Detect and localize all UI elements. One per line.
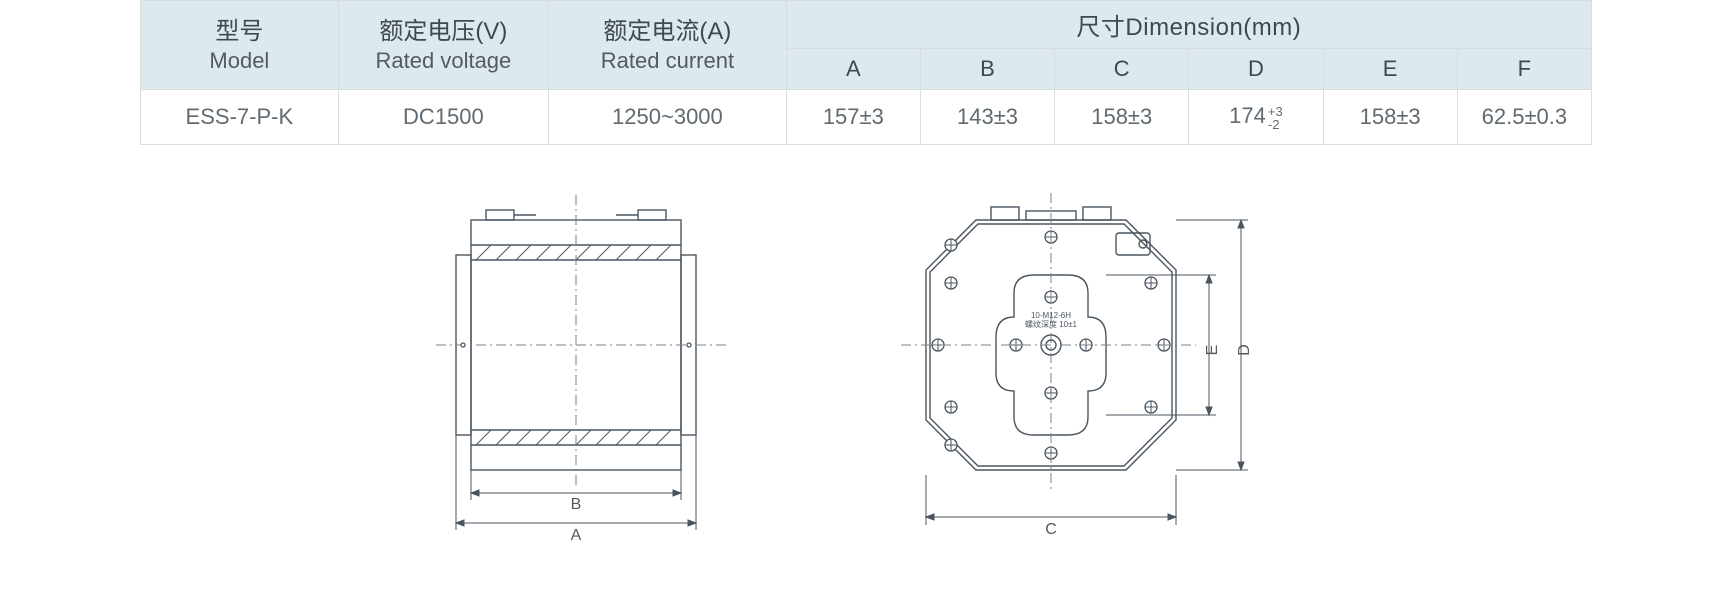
dim-label-a: A (571, 527, 582, 544)
th-dim-d: D (1189, 49, 1323, 90)
th-dim-a: A (786, 49, 920, 90)
spec-table: 型号 Model 额定电压(V) Rated voltage 额定电流(A) R… (140, 0, 1592, 145)
cell-d-tol: +3-2 (1268, 105, 1283, 131)
cell-d-upper: +3 (1268, 105, 1283, 118)
cell-d: 174+3-2 (1189, 90, 1323, 145)
th-dim-f: F (1457, 49, 1591, 90)
table-row: ESS-7-P-K DC1500 1250~3000 157±3 143±3 1… (141, 90, 1592, 145)
cell-d-lower: -2 (1268, 118, 1283, 131)
cell-model: ESS-7-P-K (141, 90, 339, 145)
th-current: 额定电流(A) Rated current (549, 1, 787, 90)
cell-c: 158±3 (1055, 90, 1189, 145)
cell-current: 1250~3000 (549, 90, 787, 145)
th-voltage-cn: 额定电压(V) (340, 17, 547, 47)
th-current-en: Rated current (550, 47, 785, 75)
th-dim-e: E (1323, 49, 1457, 90)
cell-voltage: DC1500 (338, 90, 548, 145)
th-dim-c: C (1055, 49, 1189, 90)
th-model-cn: 型号 (142, 17, 337, 47)
cell-e: 158±3 (1323, 90, 1457, 145)
cell-b: 143±3 (920, 90, 1054, 145)
th-model-en: Model (142, 47, 337, 75)
th-current-cn: 额定电流(A) (550, 17, 785, 47)
th-model: 型号 Model (141, 1, 339, 90)
th-dim-b: B (920, 49, 1054, 90)
dim-label-d: D (1236, 344, 1253, 356)
th-voltage: 额定电压(V) Rated voltage (338, 1, 548, 90)
dim-label-c: C (1045, 521, 1057, 538)
drawing-side-view: B A (416, 185, 756, 555)
dim-label-b: B (571, 496, 582, 513)
cell-f: 62.5±0.3 (1457, 90, 1591, 145)
dim-label-e: E (1204, 345, 1221, 356)
th-dimension: 尺寸Dimension(mm) (786, 1, 1591, 49)
cell-a: 157±3 (786, 90, 920, 145)
cell-d-base: 174 (1229, 103, 1266, 128)
drawing-front-view: 10-M12-6H 螺纹深度 10±1 C E (896, 185, 1316, 555)
th-voltage-en: Rated voltage (340, 47, 547, 75)
